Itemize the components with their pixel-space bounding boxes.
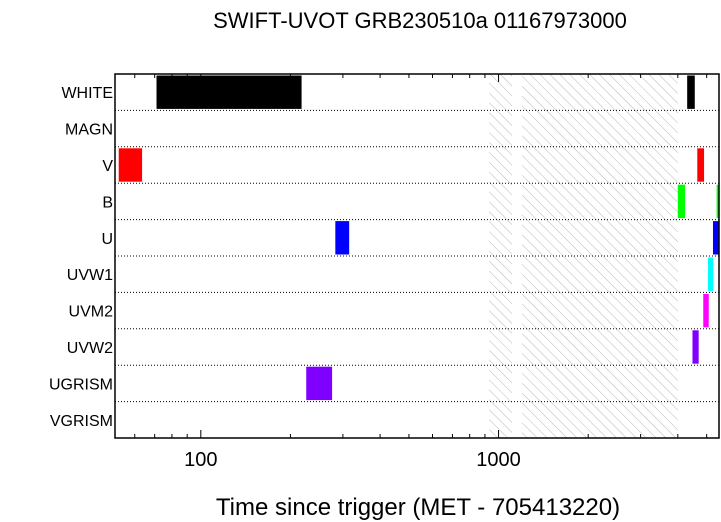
excluded-interval-0: [489, 74, 513, 438]
excluded-interval-1: [522, 74, 678, 438]
exposure-bar-uvw1-8: [707, 257, 714, 291]
exposure-bar-v-3: [697, 148, 705, 182]
x-tick-label-100: 100: [184, 449, 217, 471]
filter-label-ugrism: UGRISM: [49, 376, 113, 393]
exposure-bar-v-2: [118, 148, 143, 182]
chart-title: SWIFT-UVOT GRB230510a 01167973000: [213, 8, 627, 33]
x-axis-label: Time since trigger (MET - 705413220): [216, 494, 620, 521]
filter-label-magn: MAGN: [65, 122, 113, 139]
filter-label-vgrism: VGRISM: [50, 413, 113, 430]
exposure-bar-uvm2-9: [703, 293, 709, 328]
filter-label-white: WHITE: [61, 85, 113, 102]
exposure-bar-u-6: [335, 221, 350, 255]
plot-frame: [114, 73, 720, 439]
exposure-bar-u-7: [712, 221, 719, 255]
filter-label-u: U: [101, 231, 113, 248]
exposure-bar-ugrism-11: [306, 366, 333, 401]
exposure-bar-white-0: [156, 75, 302, 109]
filter-label-b: B: [102, 194, 113, 211]
exposure-bar-b-5: [716, 184, 719, 219]
filter-label-v: V: [102, 158, 113, 175]
filter-label-uvw1: UVW1: [67, 267, 113, 284]
filter-label-uvm2: UVM2: [69, 304, 114, 321]
x-tick-label-1000: 1000: [476, 449, 521, 471]
filter-label-uvw2: UVW2: [67, 340, 113, 357]
exposure-bar-uvw2-10: [692, 330, 699, 364]
plot-area: WHITE MAGN V B U UVW1 UVM2 UVW2 UGRISM VGRISM 100 1…: [49, 73, 720, 471]
exposure-bar-b-4: [677, 184, 686, 219]
exposure-bar-white-1: [687, 75, 695, 109]
